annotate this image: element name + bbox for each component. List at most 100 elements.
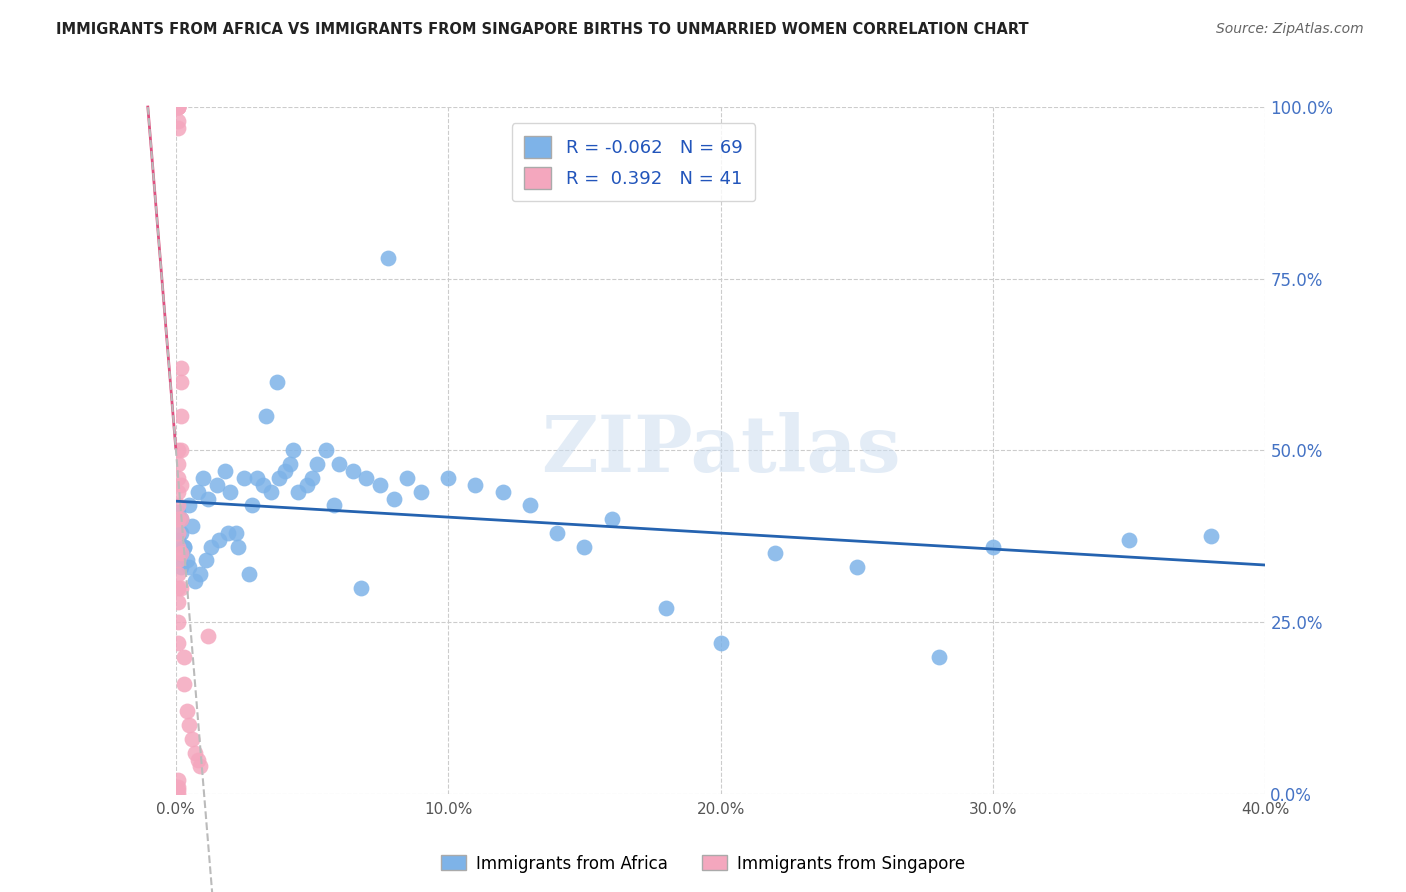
Point bbox=[1118, 533, 1140, 547]
Point bbox=[167, 773, 190, 788]
Point bbox=[167, 525, 190, 540]
Point bbox=[260, 484, 283, 499]
Point bbox=[254, 409, 277, 423]
Point bbox=[252, 478, 274, 492]
Point bbox=[519, 499, 541, 513]
Point bbox=[167, 505, 190, 519]
Point bbox=[173, 677, 195, 691]
Point bbox=[170, 546, 193, 561]
Point bbox=[1199, 529, 1222, 543]
Point bbox=[173, 540, 195, 554]
Text: ZIPatlas: ZIPatlas bbox=[541, 412, 900, 489]
Point bbox=[382, 491, 405, 506]
Point bbox=[377, 251, 399, 265]
Point bbox=[170, 581, 193, 595]
Point bbox=[546, 525, 568, 540]
Point bbox=[981, 540, 1004, 554]
Point bbox=[186, 484, 209, 499]
Point bbox=[170, 443, 193, 458]
Point bbox=[266, 375, 288, 389]
Point bbox=[200, 540, 222, 554]
Point bbox=[225, 525, 247, 540]
Point bbox=[167, 533, 190, 547]
Point bbox=[928, 649, 950, 664]
Point bbox=[173, 649, 195, 664]
Point bbox=[197, 491, 219, 506]
Point bbox=[274, 464, 297, 478]
Point bbox=[328, 457, 350, 471]
Point bbox=[181, 731, 204, 746]
Point bbox=[170, 478, 193, 492]
Point bbox=[170, 409, 193, 423]
Point bbox=[845, 560, 868, 574]
Point bbox=[170, 512, 193, 526]
Point bbox=[287, 484, 309, 499]
Point bbox=[191, 471, 214, 485]
Point bbox=[188, 759, 211, 773]
Point bbox=[205, 478, 228, 492]
Point bbox=[167, 100, 190, 114]
Point bbox=[295, 478, 318, 492]
Point bbox=[356, 471, 378, 485]
Point bbox=[167, 100, 190, 114]
Point bbox=[167, 581, 190, 595]
Point bbox=[173, 540, 195, 554]
Text: Source: ZipAtlas.com: Source: ZipAtlas.com bbox=[1216, 22, 1364, 37]
Point bbox=[763, 546, 786, 561]
Point bbox=[600, 512, 623, 526]
Point bbox=[167, 567, 190, 582]
Point bbox=[167, 113, 190, 128]
Point bbox=[167, 100, 190, 114]
Point bbox=[179, 499, 201, 513]
Point bbox=[167, 512, 190, 526]
Point bbox=[322, 499, 344, 513]
Text: IMMIGRANTS FROM AFRICA VS IMMIGRANTS FROM SINGAPORE BIRTHS TO UNMARRIED WOMEN CO: IMMIGRANTS FROM AFRICA VS IMMIGRANTS FRO… bbox=[56, 22, 1029, 37]
Point bbox=[396, 471, 419, 485]
Point bbox=[167, 471, 190, 485]
Point bbox=[170, 546, 193, 561]
Point bbox=[492, 484, 515, 499]
Point bbox=[232, 471, 254, 485]
Point bbox=[176, 553, 198, 567]
Point bbox=[315, 443, 337, 458]
Point bbox=[167, 594, 190, 608]
Legend: R = -0.062   N = 69, R =  0.392   N = 41: R = -0.062 N = 69, R = 0.392 N = 41 bbox=[512, 123, 755, 202]
Legend: Immigrants from Africa, Immigrants from Singapore: Immigrants from Africa, Immigrants from … bbox=[434, 848, 972, 880]
Point bbox=[194, 553, 217, 567]
Point bbox=[170, 361, 193, 376]
Point bbox=[188, 567, 211, 582]
Point bbox=[350, 581, 373, 595]
Point bbox=[655, 601, 678, 615]
Point bbox=[167, 783, 190, 797]
Point bbox=[464, 478, 486, 492]
Point bbox=[167, 100, 190, 114]
Point bbox=[184, 574, 207, 588]
Point bbox=[574, 540, 596, 554]
Point bbox=[437, 471, 460, 485]
Point bbox=[710, 636, 733, 650]
Point bbox=[170, 375, 193, 389]
Point bbox=[197, 629, 219, 643]
Point bbox=[167, 443, 190, 458]
Point bbox=[186, 753, 209, 767]
Point bbox=[167, 484, 190, 499]
Point bbox=[170, 560, 193, 574]
Point bbox=[217, 525, 239, 540]
Point bbox=[167, 553, 190, 567]
Point bbox=[176, 705, 198, 719]
Point bbox=[179, 718, 201, 732]
Point bbox=[228, 540, 250, 554]
Point bbox=[342, 464, 364, 478]
Point bbox=[179, 560, 201, 574]
Point bbox=[368, 478, 391, 492]
Point bbox=[238, 567, 260, 582]
Point bbox=[219, 484, 242, 499]
Point bbox=[167, 615, 190, 630]
Point bbox=[167, 499, 190, 513]
Point bbox=[307, 457, 329, 471]
Point bbox=[167, 636, 190, 650]
Point bbox=[170, 525, 193, 540]
Point bbox=[409, 484, 432, 499]
Point bbox=[269, 471, 291, 485]
Point bbox=[167, 540, 190, 554]
